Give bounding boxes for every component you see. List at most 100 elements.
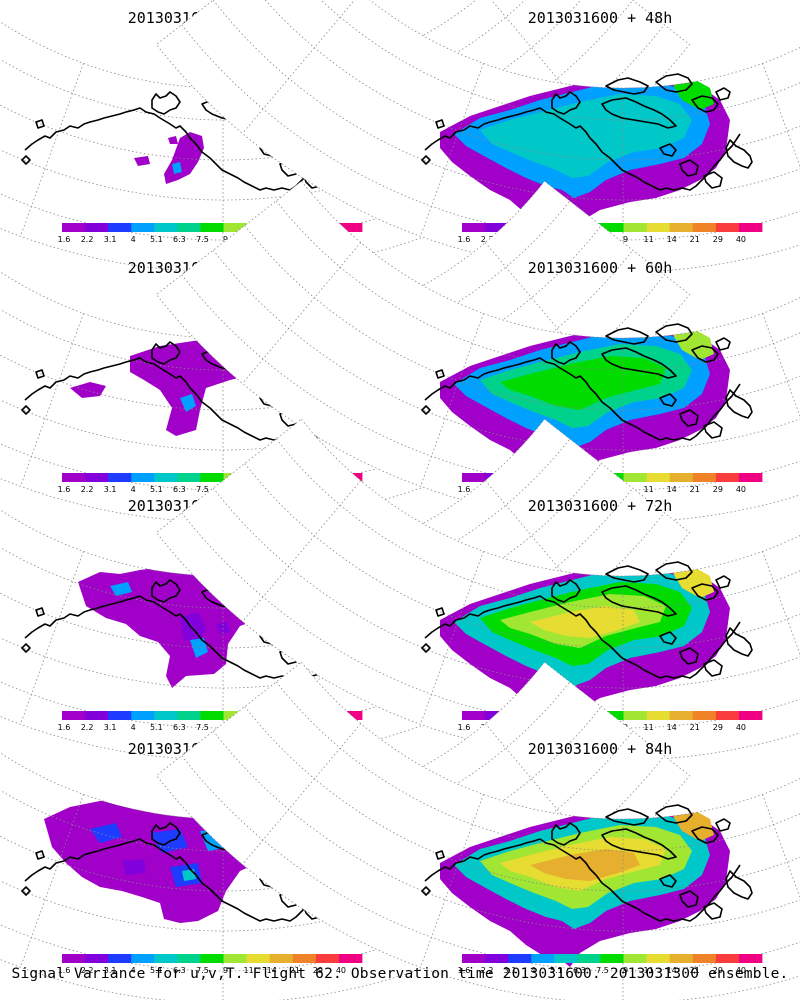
colorbar-swatch: [600, 954, 624, 963]
colorbar-tick-label: 21: [290, 966, 300, 975]
variance-field: [190, 638, 208, 658]
colorbar-tick-label: 5.1: [150, 235, 163, 244]
colorbar-tick-label: 21: [690, 966, 700, 975]
panel-title: 2013031600 + 48h: [528, 9, 673, 27]
colorbar-tick-label: 2.2: [81, 966, 94, 975]
figure-caption: Signal Variance for u,v,T. Flight 62. Ob…: [11, 966, 789, 982]
colorbar-swatch: [715, 954, 740, 963]
variance-field: [70, 382, 106, 398]
colorbar-tick-label: 40: [736, 723, 746, 732]
colorbar-swatch: [623, 223, 648, 232]
colorbar-swatch: [462, 954, 486, 963]
variance-field: [172, 162, 182, 174]
colorbar-swatch: [554, 954, 578, 963]
colorbar-tick-label: 29: [713, 235, 723, 244]
map-area: [155, 661, 800, 1000]
colorbar-tick-label: 11: [644, 723, 654, 732]
colorbar-tick-label: 1.6: [458, 723, 471, 732]
colorbar-swatch: [692, 954, 717, 963]
colorbar-tick-label: 14: [667, 723, 677, 732]
colorbar-swatch: [577, 954, 601, 963]
colorbar-tick-label: 5.1: [150, 966, 163, 975]
variance-field: [480, 94, 692, 178]
colorbar-swatch: [85, 473, 109, 482]
colorbar-swatch: [692, 473, 717, 482]
variance-field: [580, 857, 620, 875]
colorbar-tick-label: 7.5: [196, 966, 209, 975]
colorbar-swatch: [154, 954, 178, 963]
colorbar-tick-label: 2.2: [81, 235, 94, 244]
colorbar-swatch: [108, 223, 132, 232]
colorbar-swatch: [200, 473, 224, 482]
forecast-panel: 2013031600 + 72h1.62.23.145.16.37.591114…: [155, 418, 800, 761]
colorbar-tick-label: 7.5: [196, 485, 209, 494]
colorbar-swatch: [177, 954, 201, 963]
colorbar-swatch: [131, 711, 155, 720]
colorbar-tick-label: 1.6: [58, 485, 71, 494]
forecast-panel: 2013031600 + 84h 1.6 2.2 3.1 4 5.1 6.3 7.5 9 11 14…: [155, 661, 800, 1000]
colorbar-swatch: [600, 223, 624, 232]
colorbar-tick-label: 3.1: [504, 966, 517, 975]
colorbar-tick-label: 40: [736, 485, 746, 494]
colorbar-tick-label: 1.6: [458, 966, 471, 975]
colorbar-tick-label: 40: [336, 966, 346, 975]
colorbar-swatch: [131, 954, 155, 963]
colorbar-tick-label: 14: [667, 966, 677, 975]
colorbar-swatch: [692, 223, 717, 232]
colorbar-tick-label: 11: [644, 966, 654, 975]
colorbar: 1.6 2.2 3.1 4 5.1 6.3 7.5 9 11 14 21 29 40: [458, 954, 763, 975]
colorbar-tick-label: 3.1: [104, 723, 117, 732]
colorbar-swatch: [200, 954, 224, 963]
variance-field: [122, 859, 146, 875]
colorbar-swatch: [338, 223, 363, 232]
coastline: [421, 804, 753, 922]
colorbar-tick-label: 2.2: [481, 966, 494, 975]
colorbar-tick-label: 2.2: [81, 723, 94, 732]
colorbar-tick-label: 9: [223, 235, 228, 244]
colorbar-swatch: [85, 711, 109, 720]
colorbar-swatch: [177, 473, 201, 482]
colorbar-tick-label: 14: [667, 235, 677, 244]
colorbar-tick-label: 29: [713, 966, 723, 975]
colorbar-swatch: [223, 954, 248, 963]
colorbar-swatch: [338, 954, 363, 963]
colorbar-swatch: [738, 954, 763, 963]
colorbar-swatch: [531, 954, 555, 963]
colorbar-swatch: [108, 954, 132, 963]
variance-field: [670, 328, 714, 360]
colorbar-tick-label: 21: [690, 485, 700, 494]
colorbar-swatch: [646, 473, 671, 482]
colorbar-tick-label: 6.3: [173, 723, 186, 732]
colorbar-swatch: [623, 711, 648, 720]
colorbar-swatch: [623, 473, 648, 482]
colorbar-swatch: [738, 223, 763, 232]
colorbar-swatch: [508, 954, 532, 963]
colorbar-tick-label: 4: [531, 966, 536, 975]
variance-field: [670, 78, 714, 110]
colorbar-tick-label: 29: [313, 966, 323, 975]
colorbar-swatch: [646, 223, 671, 232]
colorbar-swatch: [646, 954, 671, 963]
colorbar-tick-label: 40: [736, 235, 746, 244]
colorbar-swatch: [738, 473, 763, 482]
colorbar-swatch: [269, 954, 294, 963]
colorbar-tick-label: 29: [713, 485, 723, 494]
colorbar-tick-label: 1.6: [58, 966, 71, 975]
colorbar-tick-label: 6.3: [573, 966, 586, 975]
colorbar-tick-label: 29: [713, 723, 723, 732]
colorbar-swatch: [62, 223, 86, 232]
colorbar-tick-label: 5.1: [150, 723, 163, 732]
variance-field: [670, 566, 714, 598]
colorbar-tick-label: 14: [267, 966, 277, 975]
colorbar-swatch: [669, 954, 694, 963]
colorbar-swatch: [108, 473, 132, 482]
graticule: [181, 0, 800, 272]
colorbar-swatch: [200, 223, 224, 232]
colorbar-swatch: [646, 711, 671, 720]
coastline: [421, 561, 753, 679]
colorbar-tick-label: 5.1: [550, 966, 563, 975]
colorbar-tick-label: 6.3: [173, 966, 186, 975]
colorbar-tick-label: 3.1: [104, 485, 117, 494]
map-area: [155, 418, 800, 761]
